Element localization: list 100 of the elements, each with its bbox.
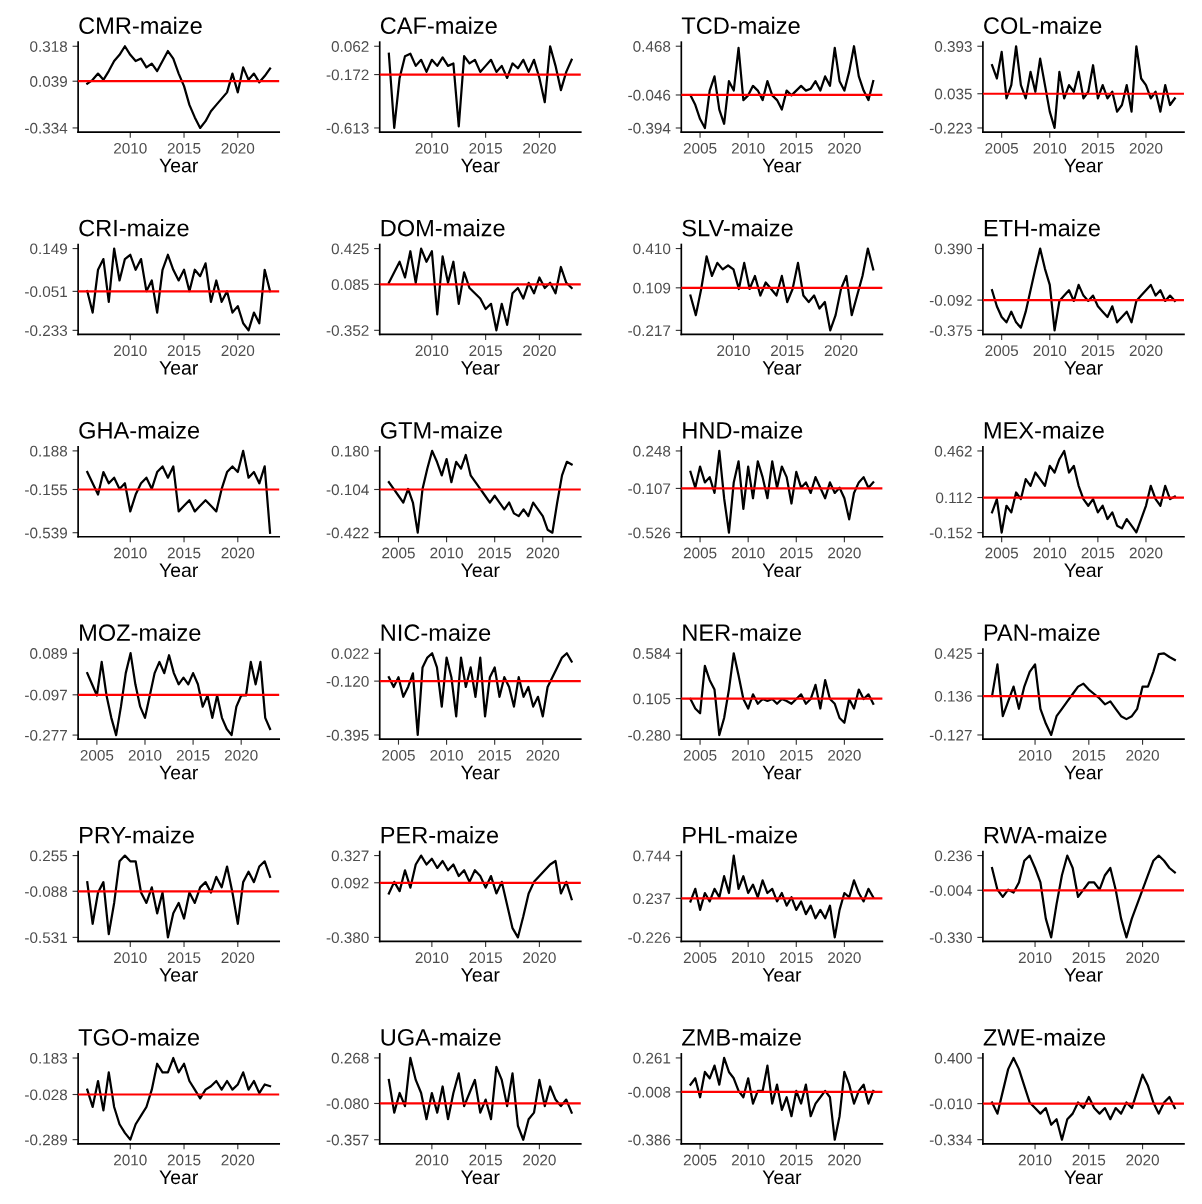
y-tick-label: 0.039 (30, 76, 67, 87)
chart-title: CAF-maize (380, 16, 497, 35)
x-axis-title: Year (1064, 968, 1103, 982)
x-tick-label: 2020 (828, 142, 861, 154)
x-axis-title: Year (1064, 361, 1103, 375)
x-axis-title: Year (762, 1170, 802, 1185)
y-tick-label: -0.375 (929, 325, 972, 337)
x-tick-label: 2015 (780, 547, 813, 559)
chart-title: PRY-maize (80, 826, 194, 844)
y-tick-label: -0.531 (25, 932, 67, 944)
x-axis-title: Year (461, 1170, 500, 1185)
y-tick-label: 0.425 (331, 243, 369, 255)
y-tick-label: -0.223 (929, 122, 972, 134)
x-axis-title: Year (461, 563, 500, 578)
y-tick-label: 0.062 (331, 41, 369, 52)
x-tick-label: 2020 (523, 142, 556, 154)
x-tick-label: 2005 (382, 547, 415, 559)
chart-title: GHA-maize (79, 421, 200, 439)
line-series (387, 652, 573, 737)
x-tick-label: 2020 (1129, 547, 1163, 559)
x-tick-label: 2015 (469, 952, 502, 964)
line-series (387, 854, 573, 939)
x-tick-label: 2015 (469, 142, 502, 154)
x-tick-label: 2010 (114, 345, 147, 357)
chart-title: GTM-maize (380, 421, 502, 439)
x-tick-label: 2015 (1072, 1154, 1106, 1166)
x-axis-title: Year (762, 158, 802, 173)
y-tick-label: 0.112 (935, 492, 972, 504)
x-tick-label: 2010 (717, 345, 750, 357)
y-tick-label: 0.318 (30, 41, 68, 52)
line-series (689, 449, 875, 534)
chart-title: MOZ-maize (80, 623, 201, 642)
y-tick-label: 0.255 (30, 850, 68, 862)
line-series (689, 652, 875, 737)
y-tick-label: -0.330 (929, 932, 972, 944)
y-tick-label: 0.268 (331, 1052, 369, 1064)
line-series (387, 1056, 573, 1141)
y-tick-label: 0.136 (934, 690, 972, 702)
x-axis-title: Year (1064, 563, 1103, 578)
y-tick-label: 0.085 (331, 279, 369, 291)
chart-title: ETH-maize (984, 219, 1100, 237)
chart-title: NER-maize (683, 623, 801, 642)
y-tick-label: -0.539 (25, 527, 67, 539)
y-tick-label: -0.526 (628, 527, 671, 539)
x-tick-label: 2010 (731, 749, 765, 761)
x-tick-label: 2005 (80, 749, 114, 761)
x-tick-label: 2005 (683, 142, 717, 154)
x-axis-title: Year (461, 968, 500, 982)
x-tick-label: 2020 (526, 749, 560, 761)
y-tick-label: -0.334 (929, 1134, 973, 1146)
x-tick-label: 2015 (167, 142, 201, 154)
x-axis-title: Year (159, 361, 198, 375)
x-tick-label: 2015 (167, 345, 201, 357)
chart-title: PHL-maize (683, 826, 798, 844)
y-tick-label: -0.120 (326, 675, 369, 687)
x-tick-label: 2010 (114, 142, 147, 154)
y-tick-label: 0.089 (30, 648, 67, 659)
x-tick-label: 2015 (167, 952, 201, 964)
y-tick-label: -0.386 (628, 1134, 671, 1146)
y-tick-label: -0.334 (25, 122, 68, 134)
y-tick-label: 0.468 (633, 41, 671, 52)
x-tick-label: 2015 (167, 1154, 201, 1166)
y-tick-label: 0.261 (633, 1052, 671, 1064)
chart-title: ZWE-maize (983, 1028, 1106, 1046)
x-tick-label: 2020 (221, 547, 255, 559)
y-tick-label: 0.183 (30, 1052, 68, 1064)
line-series (86, 652, 272, 737)
x-tick-label: 2010 (1033, 547, 1067, 559)
x-tick-label: 2020 (828, 749, 861, 761)
x-axis-title: Year (159, 158, 198, 173)
chart-title: MEX-maize (984, 421, 1104, 439)
x-tick-label: 2020 (1126, 1154, 1159, 1166)
x-tick-label: 2020 (828, 547, 861, 559)
y-tick-label: -0.357 (326, 1134, 369, 1146)
x-tick-label: 2010 (1018, 952, 1052, 964)
line-series (86, 1056, 272, 1141)
y-tick-label: 0.248 (633, 445, 671, 457)
chart-title: NIC-maize (381, 623, 491, 642)
x-tick-label: 2020 (221, 952, 255, 964)
x-tick-label: 2010 (731, 952, 765, 964)
x-tick-label: 2015 (469, 345, 502, 357)
y-tick-label: 0.188 (30, 445, 68, 457)
y-tick-label: -0.277 (25, 729, 67, 741)
x-axis-title: Year (1064, 1170, 1103, 1185)
x-axis-title: Year (159, 968, 198, 982)
chart-title: PAN-maize (984, 623, 1100, 642)
y-tick-label: 0.400 (934, 1052, 972, 1064)
x-tick-label: 2005 (683, 749, 717, 761)
x-tick-label: 2015 (780, 952, 813, 964)
y-tick-label: 0.237 (633, 893, 671, 905)
chart-title: DOM-maize (381, 219, 505, 237)
line-series (86, 449, 272, 534)
y-tick-label: -0.046 (628, 89, 671, 101)
line-series (990, 1056, 1176, 1141)
x-tick-label: 2010 (1033, 345, 1067, 357)
line-series (387, 45, 573, 130)
x-tick-label: 2020 (828, 1154, 861, 1166)
y-tick-label: 0.109 (633, 282, 671, 294)
x-tick-label: 2015 (176, 749, 210, 761)
line-series (990, 45, 1176, 130)
